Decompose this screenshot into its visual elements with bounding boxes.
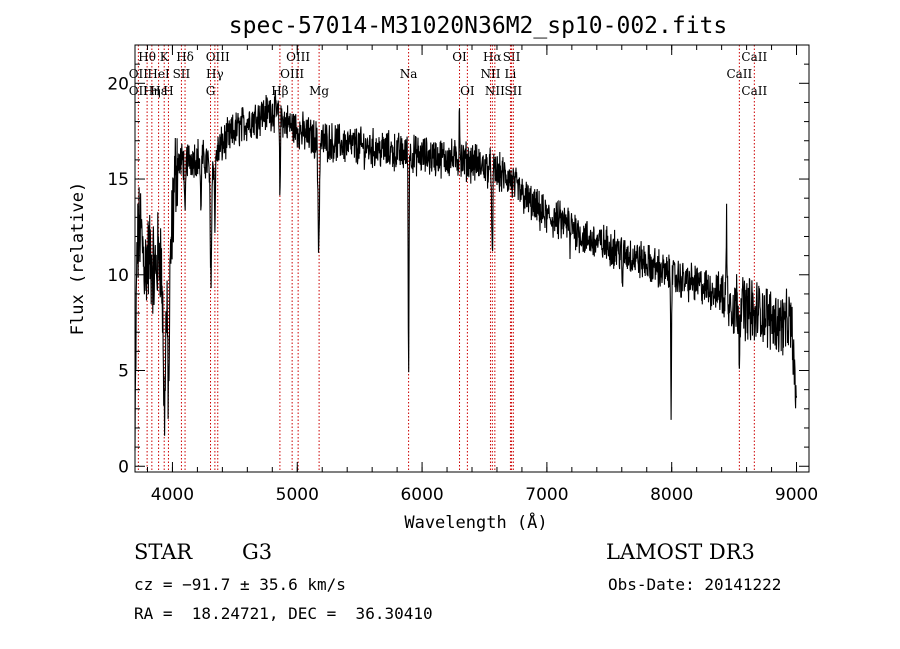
x-tick-label: 4000	[151, 485, 194, 505]
line-marker-label: CaII	[726, 67, 752, 81]
x-tick-label: 8000	[650, 485, 693, 505]
line-marker-label: CaII	[741, 84, 767, 98]
line-marker-label: H	[163, 84, 173, 98]
coordinates-readout: RA = 18.24721, DEC = 36.30410	[134, 604, 433, 623]
line-marker-label: SII	[503, 50, 521, 64]
line-marker-label: Hγ	[206, 67, 224, 81]
x-tick-label: 6000	[400, 485, 443, 505]
line-marker-label: Mg	[309, 84, 329, 98]
line-marker-label: Hα	[483, 50, 502, 64]
line-marker-label: Hη	[143, 84, 161, 98]
line-marker-label: Hε	[150, 84, 167, 98]
y-tick-label: 5	[118, 362, 129, 382]
redshift-readout: cz = −91.7 ± 35.6 km/s	[134, 575, 346, 594]
y-tick-label: 15	[107, 170, 129, 190]
line-marker-label: OIII	[206, 50, 230, 64]
line-marker-label: NII	[480, 67, 500, 81]
obs-date-readout: Obs-Date: 20141222	[608, 575, 782, 594]
y-tick-label: 0	[118, 457, 129, 477]
line-marker-label: SII	[173, 67, 191, 81]
x-tick-label: 5000	[276, 485, 319, 505]
x-axis-label: Wavelength (Å)	[404, 511, 547, 533]
line-marker-label: OI	[460, 84, 475, 98]
line-marker-label: OII	[129, 67, 149, 81]
line-marker-label: K	[160, 50, 170, 64]
spectrum-line	[134, 90, 798, 451]
line-marker-label: Hβ	[271, 84, 288, 98]
chart-title: spec-57014-M31020N36M2_sp10-002.fits	[229, 13, 728, 39]
line-marker-label: G	[206, 84, 216, 98]
line-marker-label: OI	[452, 50, 467, 64]
x-tick-label: 9000	[775, 485, 818, 505]
plot-frame	[134, 44, 810, 473]
object-class: STAR	[134, 540, 193, 564]
line-marker-label: Hδ	[176, 50, 194, 64]
line-marker-label: OIII	[280, 67, 304, 81]
line-marker-label: Hθ	[138, 50, 156, 64]
y-tick-label: 10	[107, 266, 129, 286]
x-tick-label: 7000	[525, 485, 568, 505]
object-subclass: G3	[242, 540, 273, 564]
y-axis-label: Flux (relative)	[68, 182, 88, 336]
line-marker-label: HeI	[147, 67, 170, 81]
line-marker-label: SII	[504, 84, 522, 98]
line-marker-label: OIII	[286, 50, 310, 64]
line-marker-label: Na	[400, 67, 418, 81]
survey-label: LAMOST DR3	[606, 540, 755, 564]
line-marker-label: OII	[129, 84, 149, 98]
line-marker-label: Li	[505, 67, 517, 81]
y-tick-label: 20	[107, 74, 129, 94]
line-marker-label: NII	[485, 84, 505, 98]
line-marker-label: CaII	[741, 50, 767, 64]
